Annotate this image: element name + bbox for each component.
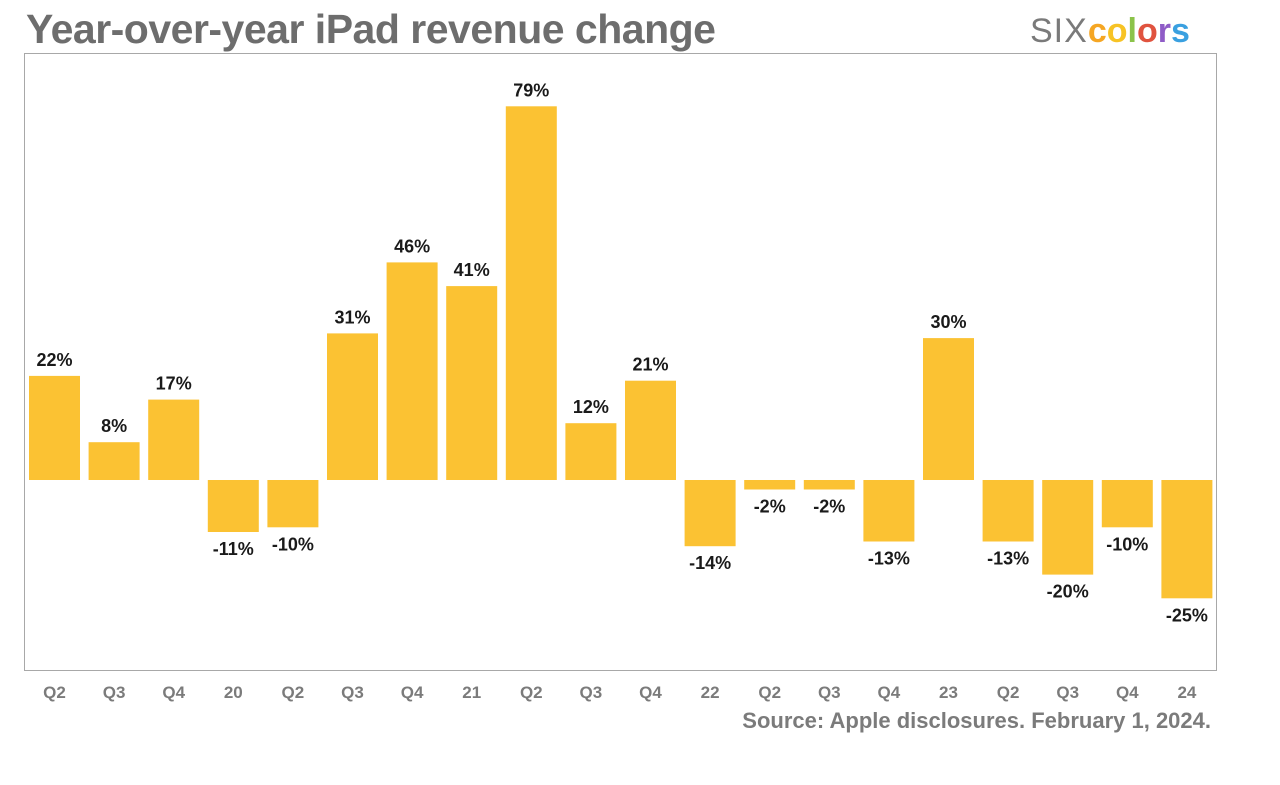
- data-label: -13%: [987, 549, 1029, 569]
- sixcolors-logo: SIXcolors: [1030, 14, 1190, 48]
- x-tick-label: Q2: [997, 683, 1020, 702]
- logo-colors: colors: [1088, 12, 1190, 50]
- x-tick-label: Q2: [282, 683, 305, 702]
- data-label: -2%: [813, 497, 845, 517]
- data-label: 46%: [394, 236, 430, 256]
- bar: [29, 375, 80, 480]
- logo-letter: s: [1170, 12, 1190, 50]
- bar: [1101, 480, 1153, 528]
- data-label: 17%: [156, 374, 192, 394]
- logo-letter: r: [1157, 12, 1171, 50]
- bar: [386, 262, 438, 480]
- bar: [625, 380, 676, 480]
- bar: [803, 480, 855, 490]
- logo-prefix: SIX: [1030, 12, 1088, 50]
- bar: [744, 480, 796, 490]
- data-label: -20%: [1047, 582, 1089, 602]
- x-tick-label: Q3: [580, 683, 603, 702]
- bar: [684, 480, 736, 547]
- x-tick-label: 20: [224, 683, 243, 702]
- chart-title: Year-over-year iPad revenue change: [26, 6, 716, 52]
- chart-frame: [24, 53, 1217, 671]
- bar: [267, 480, 319, 528]
- data-label: -25%: [1166, 605, 1208, 625]
- data-label: -11%: [213, 539, 254, 559]
- bar: [505, 106, 557, 481]
- x-tick-label: Q3: [103, 683, 126, 702]
- data-label: -10%: [1106, 534, 1148, 554]
- bar: [148, 399, 200, 480]
- data-label: 79%: [513, 80, 549, 100]
- bar: [1161, 480, 1213, 599]
- bar: [863, 480, 915, 542]
- x-tick-label: 24: [1177, 683, 1196, 702]
- data-label: 31%: [334, 307, 370, 327]
- data-label: 41%: [454, 260, 490, 280]
- data-label: 22%: [36, 350, 72, 370]
- data-label: 30%: [930, 312, 966, 332]
- x-tick-label: Q4: [401, 683, 424, 702]
- logo-letter: o: [1136, 12, 1158, 50]
- x-tick-label: Q4: [639, 683, 662, 702]
- bar: [1042, 480, 1094, 575]
- bar: [982, 480, 1034, 542]
- bar: [923, 338, 974, 480]
- logo-letter: c: [1087, 12, 1107, 50]
- bar: [88, 442, 140, 480]
- x-tick-label: Q4: [878, 683, 901, 702]
- x-tick-label: 23: [939, 683, 958, 702]
- data-label: 21%: [632, 355, 668, 375]
- x-tick-label: Q3: [818, 683, 841, 702]
- bar: [207, 480, 259, 532]
- data-label: 12%: [573, 397, 609, 417]
- x-tick-label: 21: [462, 683, 481, 702]
- x-tick-label: 22: [701, 683, 720, 702]
- x-tick-label: Q4: [162, 683, 185, 702]
- data-label: -2%: [754, 497, 786, 517]
- bar: [565, 423, 617, 480]
- bar: [327, 333, 378, 480]
- x-tick-label: Q2: [520, 683, 543, 702]
- logo-letter: l: [1127, 12, 1137, 50]
- x-tick-label: Q2: [43, 683, 66, 702]
- data-label: -13%: [868, 549, 910, 569]
- x-tick-label: Q2: [758, 683, 781, 702]
- logo-letter: o: [1106, 12, 1128, 50]
- data-label: 8%: [101, 416, 127, 436]
- source-note: Source: Apple disclosures. February 1, 2…: [742, 708, 1211, 733]
- data-label: -14%: [689, 553, 731, 573]
- x-tick-label: Q3: [1056, 683, 1079, 702]
- x-tick-label: Q4: [1116, 683, 1139, 702]
- x-tick-label: Q3: [341, 683, 364, 702]
- bar: [446, 286, 498, 480]
- data-label: -10%: [272, 534, 314, 554]
